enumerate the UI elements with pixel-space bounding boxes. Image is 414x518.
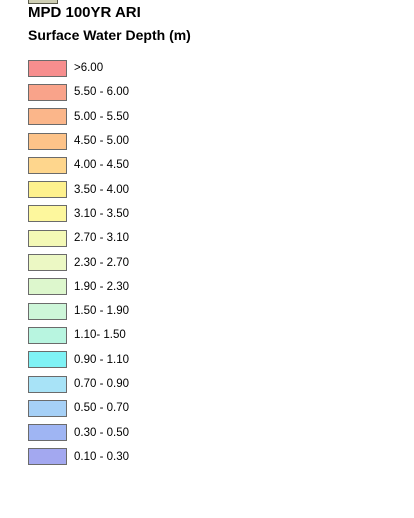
range-label: 0.70 - 0.90 (74, 378, 129, 390)
legend-item: 1.90 - 2.30 (28, 275, 129, 299)
legend-item: 3.10 - 3.50 (28, 202, 129, 226)
color-swatch (28, 156, 67, 174)
color-swatch (28, 83, 67, 101)
color-swatch (28, 399, 67, 417)
color-swatch (28, 424, 67, 442)
color-swatch (28, 132, 67, 150)
range-label: 1.90 - 2.30 (74, 280, 129, 293)
range-label: 3.50 - 4.00 (74, 183, 129, 196)
legend-item: 0.10 - 0.30 (28, 445, 129, 469)
range-label: 5.50 - 6.00 (74, 86, 129, 99)
legend-subtitle: Surface Water Depth (m) (28, 27, 191, 43)
legend-item: 0.50 - 0.70 (28, 396, 129, 420)
range-label: 1.50 - 1.90 (74, 305, 129, 318)
legend-item: 2.30 - 2.70 (28, 250, 129, 274)
color-swatch (28, 375, 67, 393)
range-label: 1.10- 1.50 (74, 329, 126, 342)
legend-item: 2.70 - 3.10 (28, 226, 129, 250)
legend-item: 4.50 - 5.00 (28, 129, 129, 153)
legend-title: MPD 100YR ARI (28, 4, 141, 21)
range-label: 0.10 - 0.30 (74, 450, 129, 463)
color-swatch (28, 205, 67, 223)
depth-legend: >6.00 5.50 - 6.00 5.00 - 5.50 4.50 - 5.0… (28, 56, 129, 469)
range-label: 0.50 - 0.70 (74, 402, 129, 415)
legend-item: 0.70 - 0.90 (28, 372, 129, 396)
legend-item: 0.30 - 0.50 (28, 420, 129, 444)
range-label: 5.00 - 5.50 (74, 110, 129, 123)
color-swatch (28, 448, 67, 466)
legend-item: 5.50 - 6.00 (28, 80, 129, 104)
range-label: >6.00 (74, 62, 104, 75)
legend-item: 0.90 - 1.10 (28, 348, 129, 372)
legend-item: 1.50 - 1.90 (28, 299, 129, 323)
range-label: 4.50 - 5.00 (74, 135, 129, 148)
legend-item: 4.00 - 4.50 (28, 153, 129, 177)
color-swatch (28, 181, 67, 199)
range-label: 3.10 - 3.50 (74, 207, 129, 220)
range-label: 2.70 - 3.10 (74, 232, 129, 245)
legend-item: 5.00 - 5.50 (28, 105, 129, 129)
color-swatch (28, 254, 67, 272)
color-swatch (28, 278, 67, 296)
legend-item: 3.50 - 4.00 (28, 177, 129, 201)
color-swatch (28, 351, 67, 369)
range-label: 0.90 - 1.10 (74, 353, 129, 366)
range-label: 0.30 - 0.50 (74, 426, 129, 439)
range-label: 2.30 - 2.70 (74, 256, 129, 269)
color-swatch (28, 302, 67, 320)
color-swatch (28, 229, 67, 247)
color-swatch (28, 326, 67, 344)
previous-legend-swatch (28, 0, 58, 4)
color-swatch (28, 108, 67, 126)
legend-item: 1.10- 1.50 (28, 323, 129, 347)
range-label: 4.00 - 4.50 (74, 159, 129, 172)
color-swatch (28, 59, 67, 77)
legend-item: >6.00 (28, 56, 129, 80)
